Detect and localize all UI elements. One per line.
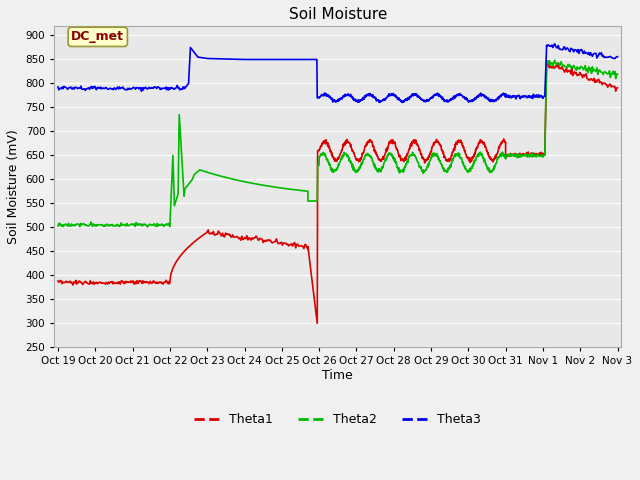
Theta2 xyxy=(216,173,224,179)
Theta1 xyxy=(543,59,550,64)
Theta1 xyxy=(132,281,140,287)
Theta2 xyxy=(365,153,373,158)
Theta3 xyxy=(433,91,441,96)
Theta2 xyxy=(317,153,324,158)
Theta2 xyxy=(143,224,151,230)
Theta3 xyxy=(563,45,571,51)
Theta3 xyxy=(399,99,406,105)
Theta3 xyxy=(325,94,333,99)
Theta2 xyxy=(614,72,621,77)
Theta3 xyxy=(551,41,559,47)
Theta1 xyxy=(614,85,621,91)
Theta3 xyxy=(54,84,62,90)
Line: Theta2: Theta2 xyxy=(58,60,618,227)
Theta2 xyxy=(460,162,467,168)
Y-axis label: Soil Moisture (mV): Soil Moisture (mV) xyxy=(7,129,20,244)
Theta1 xyxy=(358,151,366,156)
Theta3 xyxy=(614,54,621,60)
Theta3 xyxy=(113,85,120,91)
Theta3 xyxy=(357,97,365,103)
Theta1 xyxy=(503,152,511,158)
Theta1 xyxy=(314,321,321,326)
Theta2 xyxy=(529,153,536,159)
Theta1 xyxy=(435,142,443,147)
Theta2 xyxy=(54,223,62,229)
Line: Theta3: Theta3 xyxy=(58,44,618,102)
Text: DC_met: DC_met xyxy=(71,30,124,43)
Theta3 xyxy=(521,94,529,99)
Theta1 xyxy=(358,155,365,160)
Theta2 xyxy=(551,57,559,63)
X-axis label: Time: Time xyxy=(323,369,353,382)
Legend: Theta1, Theta2, Theta3: Theta1, Theta2, Theta3 xyxy=(189,408,486,431)
Theta1 xyxy=(54,278,62,284)
Line: Theta1: Theta1 xyxy=(58,61,618,324)
Theta1 xyxy=(438,148,445,154)
Theta2 xyxy=(284,186,291,192)
Title: Soil Moisture: Soil Moisture xyxy=(289,7,387,22)
